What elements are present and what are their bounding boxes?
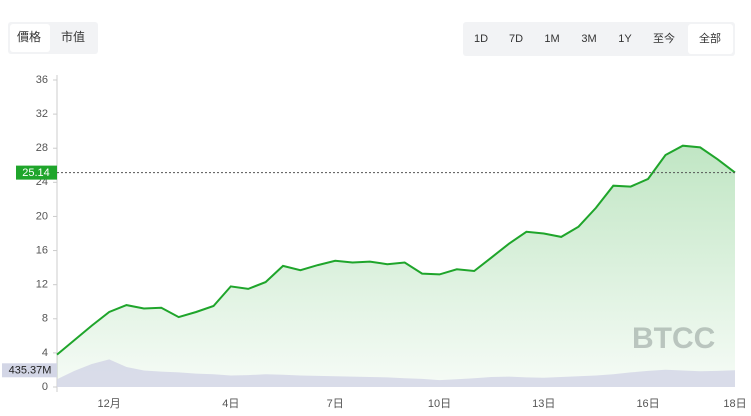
x-tick-label: 18日 [723, 398, 746, 410]
x-tick-label: 10日 [428, 398, 451, 410]
x-tick-label: 4日 [222, 398, 239, 410]
range-button[interactable]: 1D [474, 33, 488, 45]
tab[interactable]: 價格 [17, 29, 41, 44]
active-tab [10, 24, 50, 52]
tab[interactable]: 市值 [61, 29, 85, 44]
volume-label: 435.37M [9, 365, 52, 377]
y-tick-label: 20 [36, 210, 48, 222]
range-button[interactable]: 1Y [618, 33, 632, 45]
range-button[interactable]: 3M [581, 33, 596, 45]
volume-area [57, 359, 735, 387]
y-tick-label: 36 [36, 74, 48, 86]
x-tick-label: 7日 [327, 398, 344, 410]
x-tick-label: 13日 [532, 398, 555, 410]
y-tick-label: 32 [36, 108, 48, 120]
price-area [57, 145, 735, 387]
y-tick-label: 4 [42, 347, 48, 359]
last-price-box [16, 165, 57, 180]
volume-label-box [2, 363, 57, 378]
last-price-label: 25.14 [22, 167, 50, 179]
y-tick-label: 12 [36, 279, 48, 291]
x-tick-label: 16日 [636, 398, 659, 410]
range-button[interactable]: 至今 [653, 31, 675, 45]
y-tick-label: 8 [42, 313, 48, 325]
range-button[interactable]: 7D [509, 33, 523, 45]
x-tick-label: 12月 [98, 398, 121, 410]
range-button[interactable]: 1M [544, 33, 559, 45]
range-group [463, 22, 735, 56]
active-range [688, 24, 733, 54]
price-line [56, 144, 736, 356]
y-tick-label: 16 [36, 244, 48, 256]
range-button[interactable]: 全部 [699, 31, 721, 45]
y-tick-label: 28 [36, 142, 48, 154]
y-tick-label: 0 [42, 381, 48, 393]
